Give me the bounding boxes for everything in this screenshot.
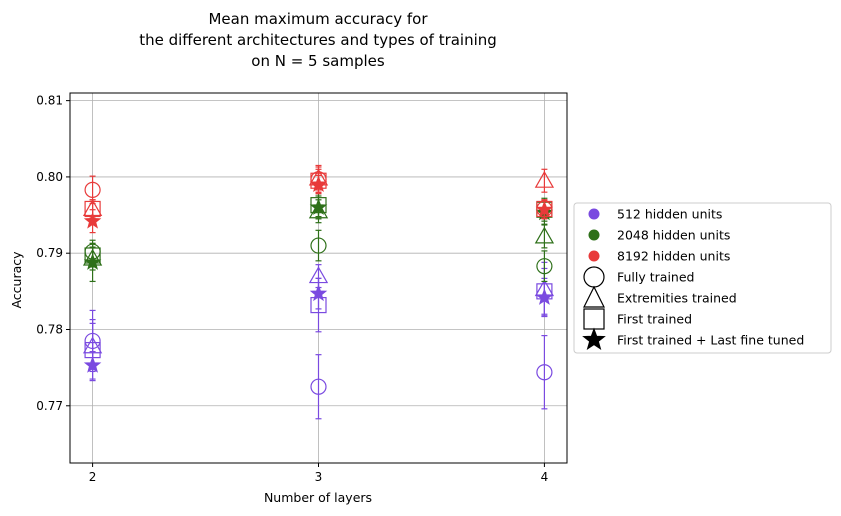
legend-color-marker	[588, 229, 600, 241]
error-bar	[541, 250, 548, 283]
data-point-triangle	[534, 226, 555, 244]
data-series	[82, 164, 555, 420]
data-point-circle	[310, 378, 327, 395]
x-axis-label: Number of layers	[264, 490, 372, 505]
legend-box	[573, 202, 832, 354]
x-tick-label: 4	[541, 470, 549, 484]
data-point-star	[309, 284, 328, 302]
legend-label: Fully trained	[617, 270, 694, 285]
data-point-circle	[310, 237, 327, 254]
data-point-star	[83, 211, 102, 229]
legend-label: 2048 hidden units	[617, 228, 730, 243]
data-point-circle	[536, 258, 553, 275]
chart-title-line-1: Mean maximum accuracy for	[208, 10, 428, 28]
error-bar	[541, 334, 548, 410]
data-point-star	[535, 288, 554, 305]
y-tick-label: 0.78	[36, 322, 63, 336]
legend-color-marker	[588, 250, 600, 262]
x-tick-label: 2	[89, 470, 97, 484]
legend-triangle-marker	[583, 285, 605, 308]
legend-label: 8192 hidden units	[617, 249, 730, 264]
data-point-star	[83, 356, 102, 373]
y-tick-label: 0.81	[36, 94, 63, 108]
chart-title-line-3: on N = 5 samples	[251, 52, 385, 70]
y-tick-label: 0.79	[36, 246, 63, 260]
legend-label: First trained	[617, 312, 692, 327]
legend-label: First trained + Last fine tuned	[617, 333, 804, 348]
error-bar	[315, 229, 322, 262]
data-point-star	[83, 253, 102, 270]
data-point-circle	[536, 364, 553, 381]
data-point-star	[535, 200, 554, 218]
chart-title: Mean maximum accuracy for the different …	[139, 10, 497, 70]
x-tick-label: 3	[315, 470, 323, 484]
data-point-triangle	[534, 170, 555, 188]
y-axis-label: Accuracy	[9, 251, 24, 309]
data-point-star	[309, 198, 328, 215]
y-tick-label: 0.80	[36, 170, 63, 184]
legend: 512 hidden units 2048 hidden units 8192 hi…	[573, 202, 832, 354]
axes: 0.77 0.78 0.79 0.80 0.81 2 3 4	[36, 94, 548, 484]
legend-color-marker	[588, 208, 600, 220]
legend-label: 512 hidden units	[617, 207, 722, 222]
error-bar	[315, 354, 322, 420]
data-point-star	[309, 175, 328, 192]
legend-star-marker	[582, 327, 606, 351]
data-point-circle	[84, 181, 101, 198]
chart-title-line-2: the different architectures and types of…	[139, 31, 497, 49]
legend-label: Extremities trained	[617, 291, 737, 306]
y-tick-label: 0.77	[36, 399, 63, 413]
